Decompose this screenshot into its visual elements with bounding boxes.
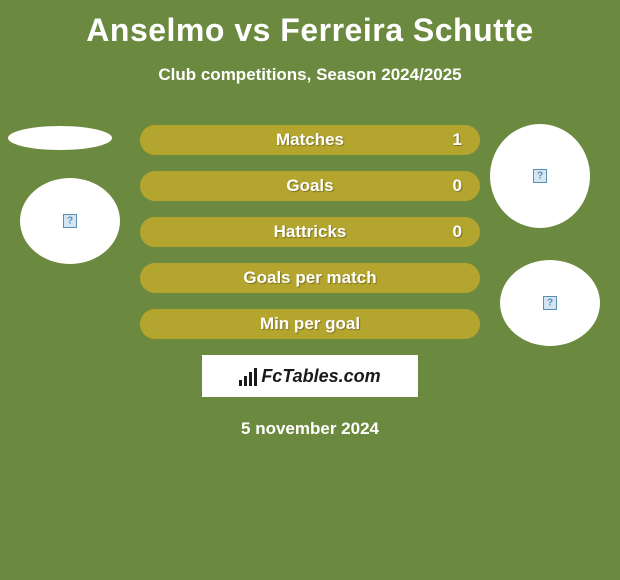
fctables-logo: FcTables.com <box>239 366 380 387</box>
stat-label: Matches <box>276 130 344 150</box>
stat-value: 0 <box>453 176 462 196</box>
stat-label: Goals per match <box>243 268 376 288</box>
stat-row-min-per-goal: Min per goal <box>140 309 480 339</box>
stat-label: Hattricks <box>274 222 347 242</box>
fctables-brand-text: FcTables.com <box>261 366 380 387</box>
stat-row-goals: Goals 0 <box>140 171 480 201</box>
stat-row-hattricks: Hattricks 0 <box>140 217 480 247</box>
comparison-subtitle: Club competitions, Season 2024/2025 <box>0 65 620 85</box>
stat-label: Min per goal <box>260 314 360 334</box>
stat-value: 1 <box>453 130 462 150</box>
date-text: 5 november 2024 <box>0 419 620 439</box>
fctables-badge: FcTables.com <box>202 355 418 397</box>
stats-container: Matches 1 Goals 0 Hattricks 0 Goals per … <box>0 125 620 339</box>
stat-value: 0 <box>453 222 462 242</box>
stat-label: Goals <box>286 176 333 196</box>
stat-row-goals-per-match: Goals per match <box>140 263 480 293</box>
stat-row-matches: Matches 1 <box>140 125 480 155</box>
bar-chart-icon <box>239 366 257 386</box>
comparison-title: Anselmo vs Ferreira Schutte <box>0 0 620 49</box>
